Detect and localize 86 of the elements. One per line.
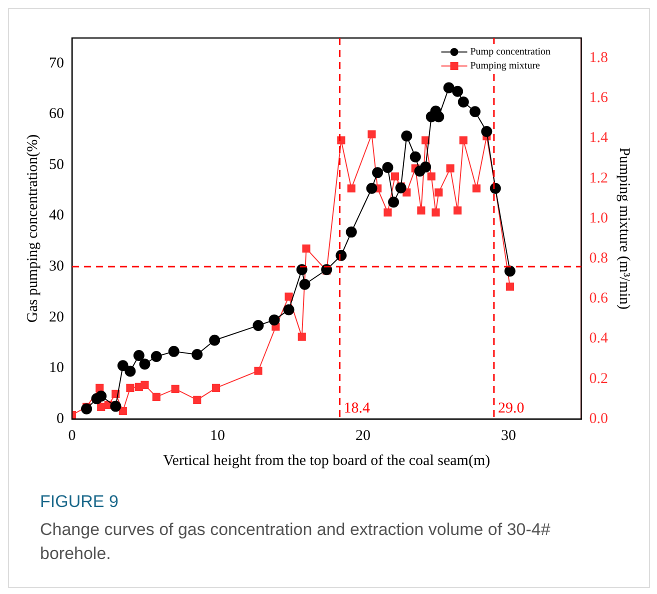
x-tick-label: 10	[210, 428, 225, 444]
point	[346, 226, 357, 238]
y2-tick-label: 1.4	[589, 130, 608, 146]
point	[506, 282, 514, 291]
point	[366, 182, 378, 194]
point	[140, 380, 149, 389]
point	[420, 162, 432, 173]
point	[432, 208, 440, 216]
point	[110, 400, 122, 412]
point	[139, 358, 150, 370]
y2-tick-label: 1.6	[589, 90, 608, 106]
point	[410, 151, 421, 162]
y2-tick-label: 0.4	[589, 330, 608, 347]
y-axis-title: Gas pumping concentration(%)	[24, 134, 41, 323]
point	[446, 164, 454, 172]
point	[268, 314, 280, 326]
point	[458, 96, 469, 108]
x-tick-label: 30	[501, 428, 516, 444]
point	[298, 332, 306, 341]
y2-tick-label: 0.2	[589, 370, 608, 387]
y2-tick-label: 1.0	[589, 210, 608, 226]
point	[118, 406, 127, 416]
point	[283, 304, 294, 316]
point	[192, 348, 203, 360]
point	[193, 396, 202, 404]
point	[384, 208, 392, 216]
point	[302, 244, 310, 253]
x-axis-title: Vertical height from the top board of the coal seam(m)	[163, 452, 490, 469]
point	[347, 184, 356, 192]
point	[368, 130, 376, 138]
point	[117, 360, 128, 372]
y-tick-label: 40	[49, 208, 64, 224]
point	[472, 184, 481, 192]
point	[481, 126, 492, 137]
point	[284, 292, 293, 301]
y2-axis-title: Pumping mixture (m³/min)	[616, 148, 632, 310]
y-tick-label: 10	[49, 360, 64, 376]
point	[372, 167, 384, 178]
point	[133, 350, 144, 361]
legend-label: Pump concentration	[470, 46, 551, 58]
point	[470, 106, 481, 118]
x-tick-label: 20	[356, 428, 370, 444]
y2-tick-label: 1.8	[589, 50, 608, 66]
point	[152, 392, 160, 401]
point	[171, 384, 180, 393]
point	[427, 172, 436, 180]
x-tick-label: 0	[68, 428, 76, 444]
point	[254, 366, 262, 375]
point	[388, 196, 400, 208]
point	[150, 351, 162, 362]
ref-line-label: 18.4	[344, 400, 370, 416]
point	[126, 384, 134, 392]
y-tick-label: 70	[49, 55, 64, 72]
point	[81, 403, 92, 414]
y2-tick-label: 1.2	[589, 170, 608, 186]
point	[504, 266, 516, 277]
point	[454, 206, 462, 214]
point	[209, 334, 220, 346]
point	[168, 346, 180, 357]
y-tick-label: 0	[56, 410, 64, 427]
y2-tick-label: 0.6	[589, 290, 608, 307]
point	[390, 172, 400, 180]
point	[434, 188, 443, 196]
ref-line-label: 29.0	[498, 400, 524, 416]
point	[417, 206, 426, 214]
point	[382, 162, 394, 174]
point	[96, 390, 107, 402]
y-tick-label: 30	[49, 258, 64, 275]
point	[395, 182, 406, 194]
y-tick-label: 20	[49, 309, 64, 326]
caption: FIGURE 9	[40, 492, 120, 512]
point	[212, 384, 220, 392]
point	[401, 130, 412, 142]
point	[97, 402, 106, 412]
text: Change curves of gas concentration and extraction volume of 30-4# borehole.	[40, 519, 552, 565]
y-tick-label: 60	[49, 106, 64, 122]
point	[124, 366, 136, 377]
y2-tick-label: 0.0	[589, 410, 608, 427]
point	[459, 136, 468, 144]
point	[252, 320, 264, 332]
legend-label: Pumping mixture	[470, 60, 541, 72]
point	[443, 82, 454, 94]
point	[452, 86, 464, 97]
y-tick-label: 50	[49, 156, 64, 173]
y2-tick-label: 0.8	[589, 250, 608, 267]
point	[299, 278, 310, 290]
